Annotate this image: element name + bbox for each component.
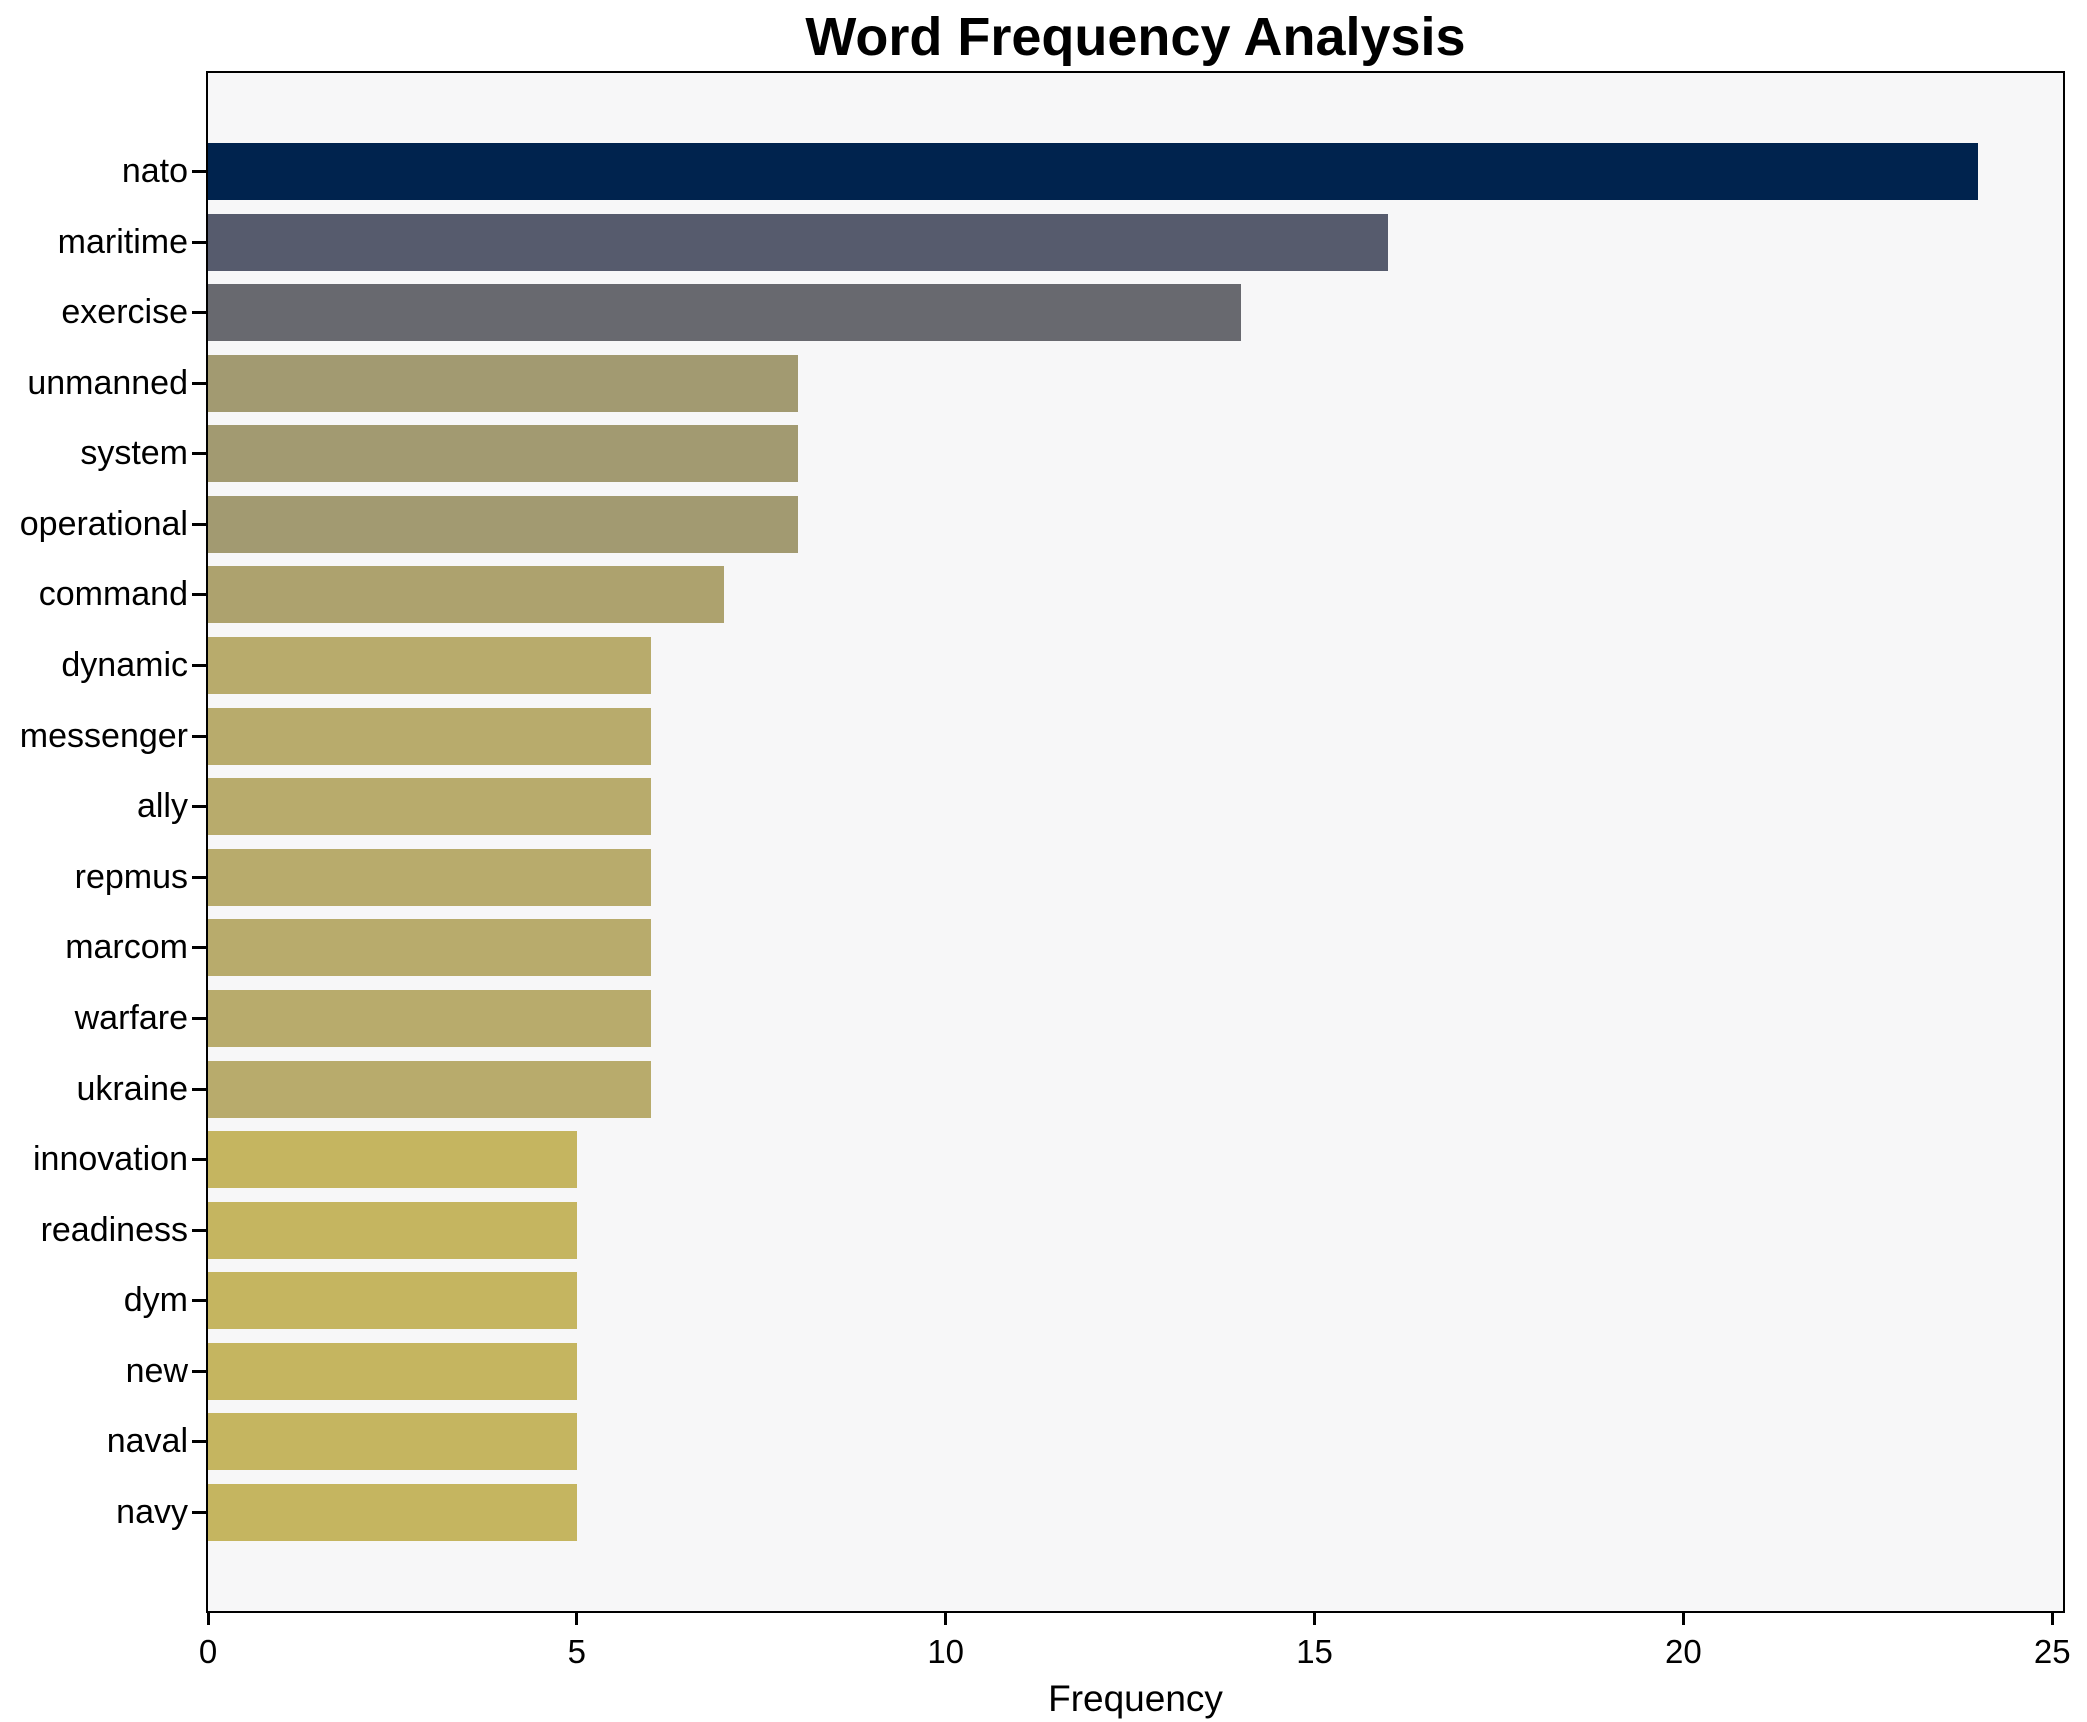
bar-warfare (208, 989, 651, 1047)
y-tick-label: dynamic (61, 646, 188, 685)
bar-row: new (126, 1342, 2067, 1400)
y-tick-label: messenger (19, 716, 188, 755)
y-tick-label: ally (136, 787, 188, 826)
x-tick-mark (575, 1611, 579, 1625)
bar-naval (208, 1413, 577, 1471)
y-tick-label: navy (116, 1493, 188, 1532)
x-axis-label: Frequency (1048, 1678, 1223, 1719)
bar-row: exercise (61, 284, 2067, 342)
bar-innovation (208, 1131, 577, 1189)
bar-dynamic (208, 637, 651, 695)
y-tick-label: repmus (74, 857, 188, 896)
bar-unmanned (208, 354, 799, 412)
y-tick-mark (192, 311, 206, 315)
x-tick-label: 15 (1296, 1633, 1333, 1670)
y-tick-label: new (125, 1351, 188, 1390)
y-tick-mark (192, 734, 206, 738)
y-tick-mark (192, 1299, 206, 1303)
bar-system (208, 425, 799, 483)
bar-row: innovation (33, 1131, 2067, 1189)
y-tick-mark (192, 240, 206, 244)
x-tick-mark (2050, 1611, 2054, 1625)
chart-title: Word Frequency Analysis (805, 7, 1466, 67)
bar-maritime (208, 213, 1389, 271)
y-tick-label: exercise (61, 293, 188, 332)
bar-row: unmanned (27, 354, 2067, 412)
x-tick-label: 0 (198, 1633, 218, 1670)
y-tick-mark (192, 1511, 206, 1515)
x-tick-mark (206, 1611, 210, 1625)
y-tick-mark (192, 946, 206, 950)
bar-repmus (208, 848, 651, 906)
bar-row: nato (122, 143, 2067, 200)
y-tick-mark (192, 381, 206, 385)
x-tick-label: 25 (2033, 1633, 2071, 1670)
bar-messenger (208, 707, 651, 765)
bar-row: dynamic (61, 637, 2067, 695)
bar-marcom (208, 919, 651, 977)
bar-row: ukraine (76, 1060, 2067, 1118)
bar-new (208, 1342, 577, 1400)
bar-row: system (80, 425, 2067, 483)
bar-row: readiness (41, 1201, 2067, 1259)
bar-navy (208, 1484, 577, 1542)
y-tick-mark (192, 805, 206, 809)
bar-nato (208, 143, 1979, 200)
y-tick-mark (192, 1016, 206, 1020)
bar-dym (208, 1272, 577, 1330)
y-tick-label: innovation (32, 1140, 188, 1179)
bar-row: marcom (65, 919, 2067, 977)
x-tick-label: 10 (927, 1633, 965, 1670)
y-tick-mark (192, 1087, 206, 1091)
bar-row: naval (107, 1413, 2067, 1471)
y-tick-label: unmanned (27, 363, 188, 402)
bar-row: messenger (20, 707, 2067, 765)
bar-row: navy (116, 1484, 2067, 1542)
y-tick-mark (192, 170, 206, 173)
bar-ally (208, 778, 651, 836)
y-tick-label: ukraine (76, 1069, 188, 1108)
y-tick-label: system (80, 434, 188, 473)
y-tick-label: maritime (57, 222, 188, 261)
bar-row: maritime (58, 213, 2067, 271)
y-tick-mark (192, 1228, 206, 1232)
x-tick-label: 20 (1665, 1633, 1702, 1670)
y-tick-mark (192, 1440, 206, 1444)
x-tick-mark (1681, 1611, 1685, 1625)
bar-row: warfare (75, 989, 2067, 1047)
y-tick-label: warfare (74, 998, 188, 1037)
y-tick-mark (192, 1158, 206, 1162)
x-tick-mark (1313, 1611, 1317, 1625)
y-tick-label: readiness (40, 1210, 188, 1249)
bar-exercise (208, 284, 1241, 342)
bar-row: ally (137, 778, 2067, 836)
x-tick-mark (944, 1611, 948, 1625)
y-tick-label: dym (123, 1281, 188, 1320)
bar-command (208, 566, 725, 624)
y-tick-mark (192, 875, 206, 879)
y-tick-label: naval (106, 1422, 188, 1461)
y-tick-mark (192, 664, 206, 668)
y-tick-label: marcom (65, 928, 188, 967)
bar-row: command (39, 566, 2067, 624)
y-tick-mark (192, 593, 206, 597)
y-tick-label: command (38, 575, 188, 614)
x-tick-label: 5 (567, 1633, 587, 1670)
y-tick-label: nato (121, 152, 188, 190)
plot-area: nato maritime exercise unmanned system operat… (20, 71, 2071, 1670)
bar-ukraine (208, 1060, 651, 1118)
y-tick-label: operational (19, 504, 188, 543)
bar-readiness (208, 1201, 577, 1259)
y-tick-mark (192, 1369, 206, 1373)
bar-row: operational (20, 495, 2067, 553)
bar-operational (208, 495, 799, 553)
y-tick-mark (192, 522, 206, 526)
bar-row: repmus (75, 848, 2067, 906)
y-tick-mark (192, 452, 206, 456)
bar-row: dym (124, 1272, 2067, 1330)
